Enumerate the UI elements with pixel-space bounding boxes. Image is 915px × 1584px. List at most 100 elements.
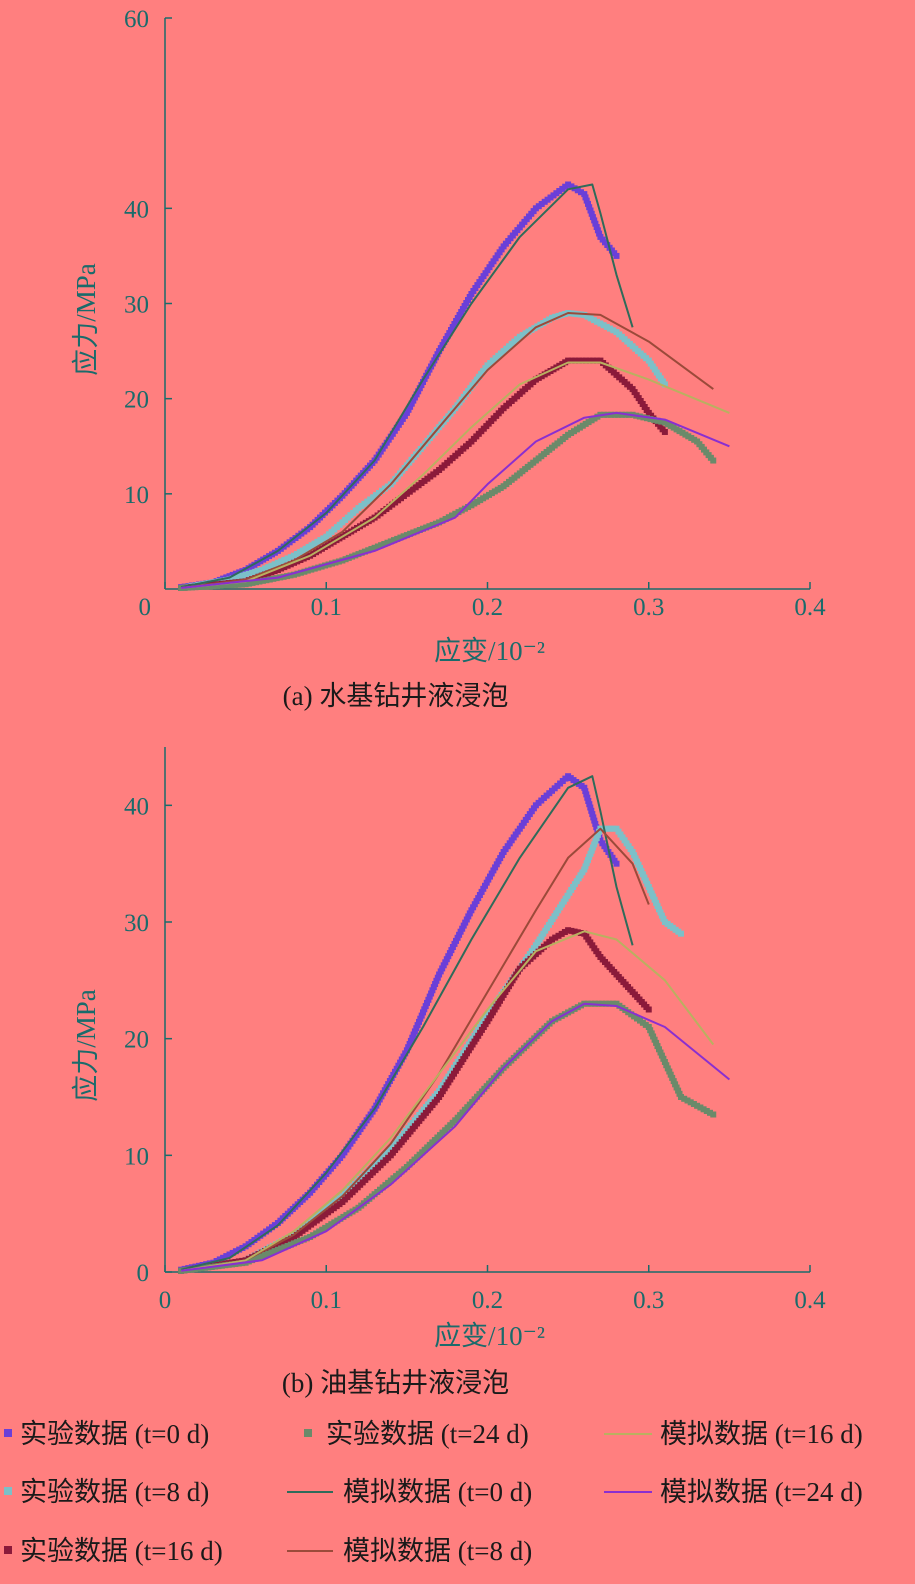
y-tick-label: 20 <box>124 387 149 414</box>
y-tick-label: 40 <box>124 793 149 820</box>
data-point <box>607 325 613 332</box>
data-point <box>654 417 661 424</box>
data-point <box>322 1224 329 1231</box>
data-point <box>297 1237 304 1244</box>
data-point <box>221 582 228 589</box>
data-point <box>603 323 610 330</box>
data-point <box>315 564 322 571</box>
data-point <box>593 824 600 831</box>
data-point <box>493 861 500 868</box>
data-point <box>613 860 620 867</box>
legend-marker-exp-t8 <box>4 1487 12 1495</box>
data-point <box>661 381 668 388</box>
x-axis-label: 应变/10⁻² <box>434 636 545 666</box>
data-point <box>420 1009 426 1016</box>
data-point <box>654 903 661 910</box>
data-point <box>291 571 297 578</box>
data-point <box>226 1251 233 1258</box>
data-point <box>587 804 594 811</box>
data-point <box>597 320 604 327</box>
data-point <box>381 541 388 547</box>
data-point <box>642 877 649 884</box>
data-point <box>425 996 432 1003</box>
data-point <box>661 1059 668 1065</box>
data-point <box>436 519 443 526</box>
data-point <box>265 1250 272 1257</box>
data-point <box>403 1047 410 1054</box>
series-markers-exp_t8 <box>178 825 684 1274</box>
data-point <box>395 1062 402 1069</box>
data-point <box>274 559 281 566</box>
y-tick-label: 10 <box>124 1143 149 1170</box>
data-point <box>565 927 572 934</box>
data-point <box>410 529 417 536</box>
data-point <box>397 534 404 541</box>
data-point <box>442 516 449 522</box>
series-line-sim_t24 <box>180 411 730 589</box>
data-point <box>224 582 231 589</box>
data-point <box>287 572 294 579</box>
data-point <box>466 910 473 917</box>
data-point <box>687 1099 694 1106</box>
data-point <box>582 788 589 795</box>
data-point <box>388 1075 395 1081</box>
data-point <box>409 1034 416 1041</box>
data-point <box>596 230 603 237</box>
data-point <box>587 850 594 857</box>
data-point <box>387 538 394 545</box>
data-point <box>592 838 599 845</box>
data-point <box>495 858 502 865</box>
data-point <box>236 573 243 580</box>
data-point <box>593 224 600 230</box>
data-point <box>675 1087 682 1094</box>
series-line-sim_t24 <box>180 1002 731 1272</box>
data-point <box>416 527 423 533</box>
data-point <box>434 974 441 981</box>
data-point <box>660 1055 667 1062</box>
data-point <box>418 382 425 389</box>
series-markers-exp_t0 <box>178 181 620 591</box>
data-point <box>287 1235 294 1242</box>
chart-panel-a: 0 0.1 0.2 0.3 0.4 10 20 30 40 60 应变/10⁻² 应力/MPa (a) … <box>71 6 826 711</box>
data-point <box>613 252 620 259</box>
legend-entry-sim-t16: 模拟数据 (t=16 d) <box>604 1419 863 1449</box>
x-axis-label: 应变/10⁻² <box>434 1321 545 1351</box>
data-point <box>284 573 291 580</box>
data-point <box>300 1236 307 1243</box>
data-point <box>600 322 607 329</box>
data-point <box>453 937 459 944</box>
data-point <box>361 548 368 555</box>
data-point <box>492 864 499 871</box>
data-point <box>581 191 588 198</box>
data-point <box>210 583 217 590</box>
legend-label-sim-t24: 模拟数据 (t=24 d) <box>660 1477 863 1507</box>
data-point <box>394 535 401 542</box>
data-point <box>424 999 430 1006</box>
data-point <box>242 571 249 578</box>
data-point <box>263 577 270 584</box>
data-point <box>308 566 315 573</box>
data-point <box>565 357 572 364</box>
data-point <box>593 357 600 364</box>
data-point <box>618 411 625 418</box>
series-line-sim_t8 <box>180 827 650 1272</box>
data-point <box>294 570 301 577</box>
data-point <box>459 925 466 932</box>
data-point <box>710 457 717 464</box>
legend-entry-exp-t24: 实验数据 (t=24 d) <box>304 1419 529 1449</box>
data-point <box>710 1111 717 1118</box>
data-point <box>255 1254 262 1261</box>
data-point <box>287 1241 294 1248</box>
data-point <box>408 400 415 407</box>
data-point <box>572 357 579 364</box>
panel-caption: (a) 水基钻井液浸泡 <box>283 681 509 711</box>
data-point <box>595 1000 602 1007</box>
data-point <box>609 1000 616 1007</box>
series-line-sim_t8 <box>180 312 714 589</box>
legend-label-exp-t16: 实验数据 (t=16 d) <box>20 1536 223 1566</box>
x-tick-label: 0.1 <box>311 1287 342 1314</box>
data-point <box>258 567 265 573</box>
legend: 实验数据 (t=0 d) 实验数据 (t=24 d) 模拟数据 (t=16 d)… <box>4 1419 863 1566</box>
data-point <box>638 868 645 875</box>
data-point <box>637 864 643 871</box>
